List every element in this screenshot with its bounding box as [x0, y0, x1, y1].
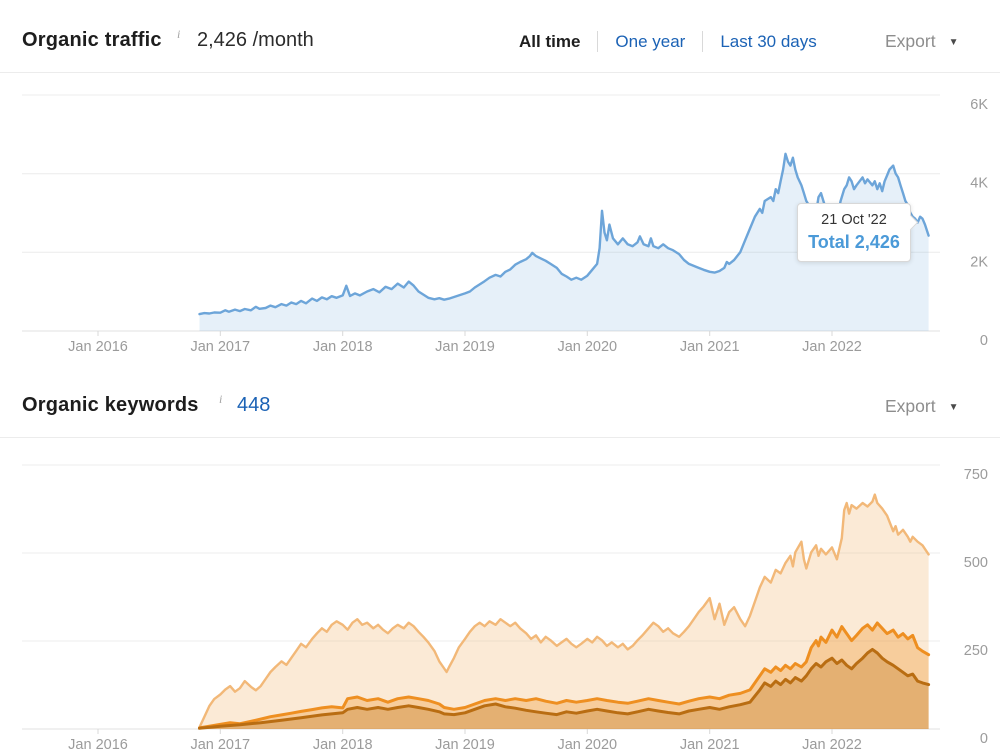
info-icon[interactable]: i [177, 27, 181, 41]
chevron-down-icon: ▼ [948, 402, 959, 413]
tab-one-year[interactable]: One year [615, 31, 686, 51]
organic-traffic-chart[interactable]: 6K 4K 2K 0 Jan 2016 Jan 2017 Jan 2018 Jan 2019 J… [0, 72, 1000, 387]
export-button-traffic[interactable]: Export ▼ [885, 31, 958, 52]
export-button-keywords[interactable]: Export ▼ [885, 396, 958, 417]
svg-text:750: 750 [964, 467, 988, 483]
svg-text:Jan 2016: Jan 2016 [68, 737, 128, 753]
svg-text:Jan 2018: Jan 2018 [313, 339, 373, 355]
tooltip-total: Total 2,426 [808, 232, 900, 252]
organic-keywords-chart[interactable]: 750 500 250 0 Jan 2016 Jan 2017 Jan 2018 Jan 20… [0, 437, 1000, 754]
organic-traffic-title: Organic traffic [22, 29, 162, 51]
export-label: Export [885, 31, 936, 51]
organic-traffic-header: Organic traffic i 2,426 /month All time … [0, 0, 1000, 72]
export-label: Export [885, 396, 936, 416]
svg-text:Jan 2020: Jan 2020 [557, 737, 617, 753]
svg-text:0: 0 [980, 731, 988, 747]
svg-text:4K: 4K [970, 176, 988, 192]
tab-all-time[interactable]: All time [519, 31, 581, 51]
organic-keywords-header: Organic keywords i 448 Export ▼ [0, 387, 1000, 437]
chevron-down-icon: ▼ [948, 37, 959, 48]
info-icon[interactable]: i [219, 392, 223, 406]
svg-text:2K: 2K [970, 254, 988, 270]
chart-tooltip: 21 Oct '22 Total 2,426 [797, 203, 911, 262]
time-range-tabs: All time One year Last 30 days [519, 31, 817, 52]
svg-text:Jan 2020: Jan 2020 [557, 339, 617, 355]
svg-text:500: 500 [964, 555, 988, 571]
svg-text:Jan 2022: Jan 2022 [802, 339, 862, 355]
svg-text:Jan 2017: Jan 2017 [190, 737, 250, 753]
svg-text:Jan 2016: Jan 2016 [68, 339, 128, 355]
header-divider [0, 437, 1000, 438]
tab-separator [702, 31, 704, 52]
svg-text:Jan 2019: Jan 2019 [435, 339, 495, 355]
svg-text:Jan 2021: Jan 2021 [680, 339, 740, 355]
svg-text:0: 0 [980, 333, 988, 349]
svg-text:Jan 2018: Jan 2018 [313, 737, 373, 753]
tooltip-date: 21 Oct '22 [821, 212, 887, 228]
svg-text:6K: 6K [970, 97, 988, 113]
svg-text:Jan 2022: Jan 2022 [802, 737, 862, 753]
header-divider [0, 72, 1000, 73]
tab-last-30-days[interactable]: Last 30 days [720, 31, 817, 51]
organic-keywords-title: Organic keywords [22, 394, 199, 416]
svg-text:Jan 2019: Jan 2019 [435, 737, 495, 753]
svg-text:Jan 2021: Jan 2021 [680, 737, 740, 753]
tab-separator [597, 31, 599, 52]
organic-keywords-count[interactable]: 448 [237, 394, 271, 416]
organic-traffic-value: 2,426 /month [197, 29, 314, 51]
svg-text:250: 250 [964, 643, 988, 659]
svg-text:Jan 2017: Jan 2017 [190, 339, 250, 355]
